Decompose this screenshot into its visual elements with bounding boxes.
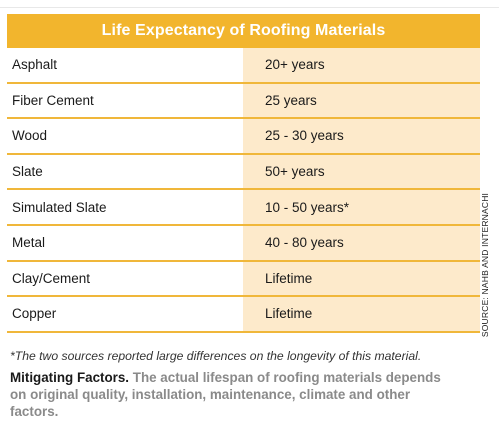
- lifespan-cell: 25 - 30 years: [243, 119, 480, 153]
- table-row: Asphalt 20+ years: [7, 48, 480, 84]
- table-row: Metal 40 - 80 years: [7, 225, 480, 262]
- mitigating-factors-heading: Mitigating Factors.: [10, 370, 130, 385]
- material-cell: Slate: [7, 154, 243, 189]
- table-row: Fiber Cement 25 years: [7, 83, 480, 120]
- material-cell: Wood: [7, 119, 243, 153]
- table-row: Simulated Slate 10 - 50 years*: [7, 190, 480, 226]
- source-credit: SOURCE: NAHB AND INTERNACHI: [474, 190, 496, 340]
- lifespan-cell: 50+ years: [243, 154, 480, 189]
- lifespan-cell: Lifetime: [243, 297, 480, 331]
- material-cell: Simulated Slate: [7, 190, 243, 224]
- lifespan-cell: 40 - 80 years: [243, 225, 480, 260]
- material-cell: Copper: [7, 297, 243, 331]
- material-cell: Clay/Cement: [7, 261, 243, 296]
- lifespan-cell: 25 years: [243, 83, 480, 118]
- roofing-life-table: Life Expectancy of Roofing Materials Asp…: [7, 14, 480, 333]
- mitigating-factors-paragraph: Mitigating Factors. The actual lifespan …: [10, 369, 460, 420]
- material-cell: Asphalt: [7, 48, 243, 82]
- lifespan-cell: 10 - 50 years*: [243, 190, 480, 224]
- table-row: Slate 50+ years: [7, 154, 480, 191]
- material-cell: Metal: [7, 225, 243, 260]
- table-row: Clay/Cement Lifetime: [7, 261, 480, 298]
- lifespan-cell: 20+ years: [243, 48, 480, 82]
- footnote: *The two sources reported large differen…: [10, 349, 422, 363]
- top-divider: [0, 0, 499, 8]
- material-cell: Fiber Cement: [7, 83, 243, 118]
- source-text: SOURCE: NAHB AND INTERNACHI: [480, 192, 491, 338]
- table-title: Life Expectancy of Roofing Materials: [7, 14, 480, 48]
- table-row: Wood 25 - 30 years: [7, 119, 480, 155]
- lifespan-cell: Lifetime: [243, 261, 480, 296]
- table-row: Copper Lifetime: [7, 297, 480, 333]
- mitigating-factors-body: The actual lifespan of roofing materials…: [10, 370, 441, 419]
